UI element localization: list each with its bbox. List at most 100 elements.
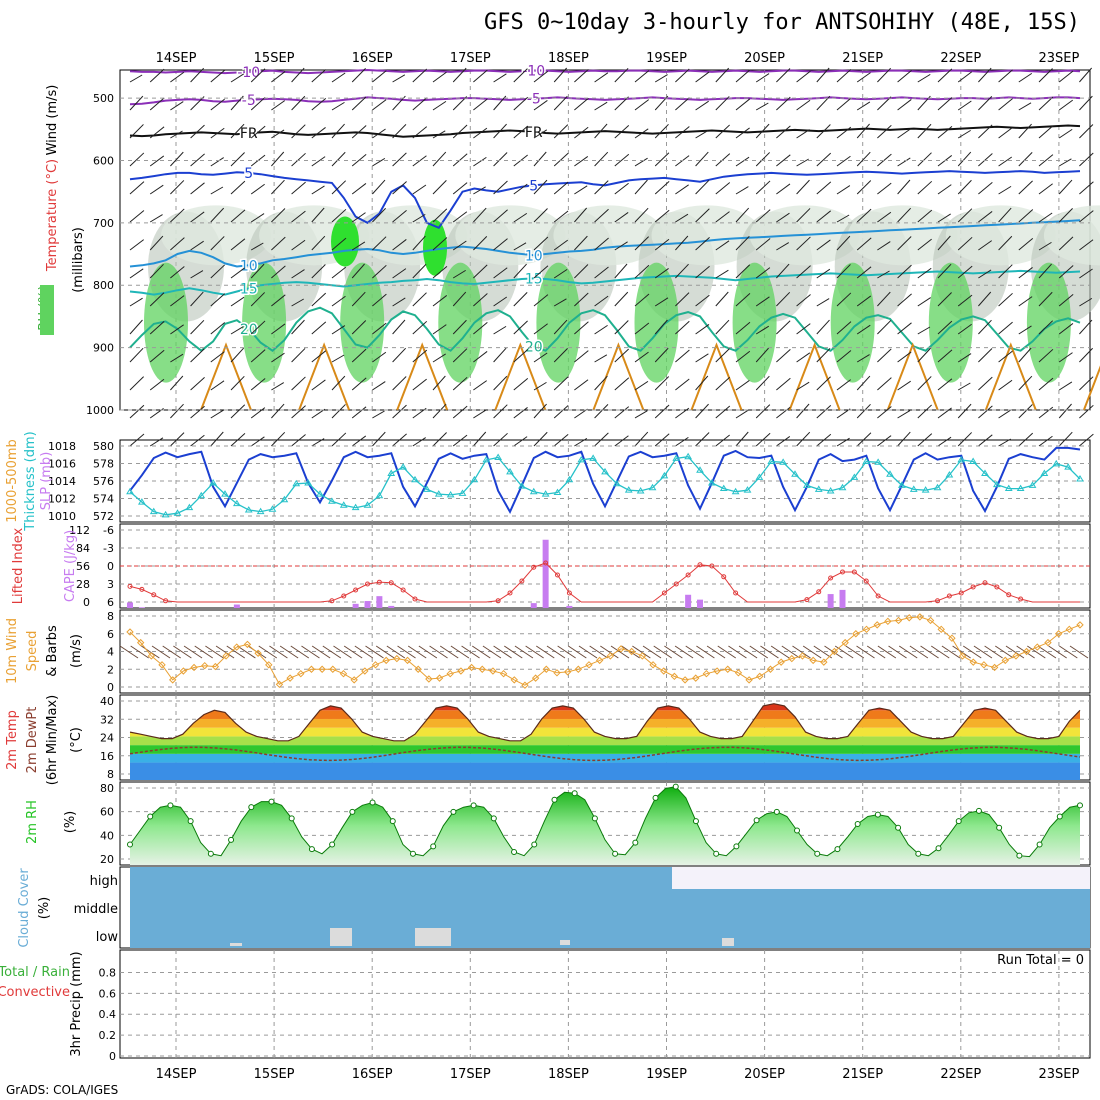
wind-barb (331, 404, 346, 419)
wind-barb (654, 209, 670, 223)
wind-barb (695, 179, 710, 195)
wind-barb (614, 153, 630, 167)
wind-barb (170, 403, 184, 419)
wind-barb (897, 293, 912, 307)
lifted-index-point (828, 575, 834, 581)
wind-barb (897, 322, 912, 335)
wind-barb (1058, 381, 1073, 391)
isotherm-label: 5 (529, 178, 538, 194)
wind-barb (170, 266, 185, 279)
wind-barb (1079, 152, 1094, 167)
rh2m-point (692, 818, 699, 825)
wind-barb (695, 237, 710, 251)
wind10-point (926, 616, 935, 625)
wind-barb (271, 236, 286, 251)
wind10-barb (375, 645, 395, 659)
wind-barb (614, 241, 628, 251)
wind10-barb (642, 645, 662, 659)
wind-barb (695, 353, 709, 363)
lifted-index-line (129, 562, 1080, 603)
wind-barb (311, 156, 326, 167)
rh2m-point (430, 843, 437, 850)
wind10-barb (482, 645, 502, 659)
wind-barb (311, 350, 327, 363)
wind-barb (1079, 181, 1094, 195)
wind10-barb (813, 645, 833, 659)
rh2m-point (308, 846, 315, 853)
wind10-barb (995, 645, 1014, 659)
wind-barb (715, 434, 730, 447)
wind-barb (836, 235, 851, 251)
wind10-point (126, 628, 134, 636)
wind10-point (798, 652, 807, 660)
wind-barb (816, 124, 831, 139)
wind-barb (210, 322, 226, 335)
wind10-barb (749, 645, 769, 659)
wind-barb (1018, 267, 1033, 279)
top-date-label: 19SEP (646, 51, 687, 66)
wind10-barb (973, 645, 993, 659)
isotherm-label: -10 (237, 65, 260, 81)
wind-barb (634, 293, 650, 307)
wind-barb (917, 123, 932, 139)
wind-barb (574, 126, 589, 139)
wind-barb (291, 269, 305, 279)
wind10-point (521, 681, 529, 689)
cape-bar (542, 539, 549, 608)
lifted-index-point (388, 580, 394, 586)
thickness-line (129, 456, 1081, 516)
cloud-clear-low (560, 940, 570, 945)
wind-barb (533, 151, 547, 167)
wind-barb (1018, 432, 1034, 447)
li-tick: -6 (103, 524, 114, 537)
wind10-point (339, 669, 348, 678)
wind-barb (129, 152, 145, 167)
isotherm-label: FR (240, 126, 258, 142)
bottom-date-label: 22SEP (940, 1067, 981, 1082)
wind-barb (776, 212, 790, 223)
wind-barb (614, 291, 629, 307)
wind10-point (948, 634, 956, 642)
wind-barb (473, 431, 487, 447)
wind-barb (816, 298, 830, 307)
rh2m-point (571, 790, 578, 797)
wind-barb (412, 68, 428, 83)
wind-barb (1058, 403, 1072, 419)
cloud-clear-low (722, 938, 734, 946)
pressure-tick: 700 (93, 217, 114, 230)
wind10-point (403, 656, 412, 665)
wind-barb (594, 266, 609, 279)
bottom-date-label: 18SEP (548, 1067, 589, 1082)
wind-barb (897, 128, 912, 139)
wind-barb (392, 319, 406, 335)
wind-barb (957, 382, 971, 391)
wind-barb (250, 213, 265, 223)
rh2m-point (591, 815, 598, 822)
lifted-index-point (958, 590, 964, 596)
wind-barb (129, 181, 145, 195)
wind-barb (1058, 70, 1074, 83)
wind10-barb (461, 645, 480, 659)
wind-barb (937, 235, 951, 251)
wind10-barb (578, 645, 598, 659)
temp-band (130, 753, 1080, 763)
temp-band (130, 718, 1080, 728)
wind-barb (695, 100, 709, 111)
wind-barb (291, 298, 304, 307)
wind10-point (1022, 647, 1031, 656)
wind10-barb (503, 645, 523, 659)
cape-bar (697, 599, 703, 608)
rh2m-point (955, 818, 962, 825)
wind10-barb (450, 645, 470, 659)
rh2m-point (268, 798, 275, 805)
wind-barb (574, 207, 588, 223)
thickness-point (244, 506, 253, 513)
wind-barb (877, 406, 892, 419)
wind-barb (816, 347, 831, 363)
wind10-barb (600, 645, 619, 659)
wind-barb (877, 153, 892, 167)
wind10-point (414, 665, 422, 673)
rh2m-tick: 20 (100, 853, 114, 866)
wind-barb (190, 96, 205, 111)
wind-barb (735, 350, 751, 363)
